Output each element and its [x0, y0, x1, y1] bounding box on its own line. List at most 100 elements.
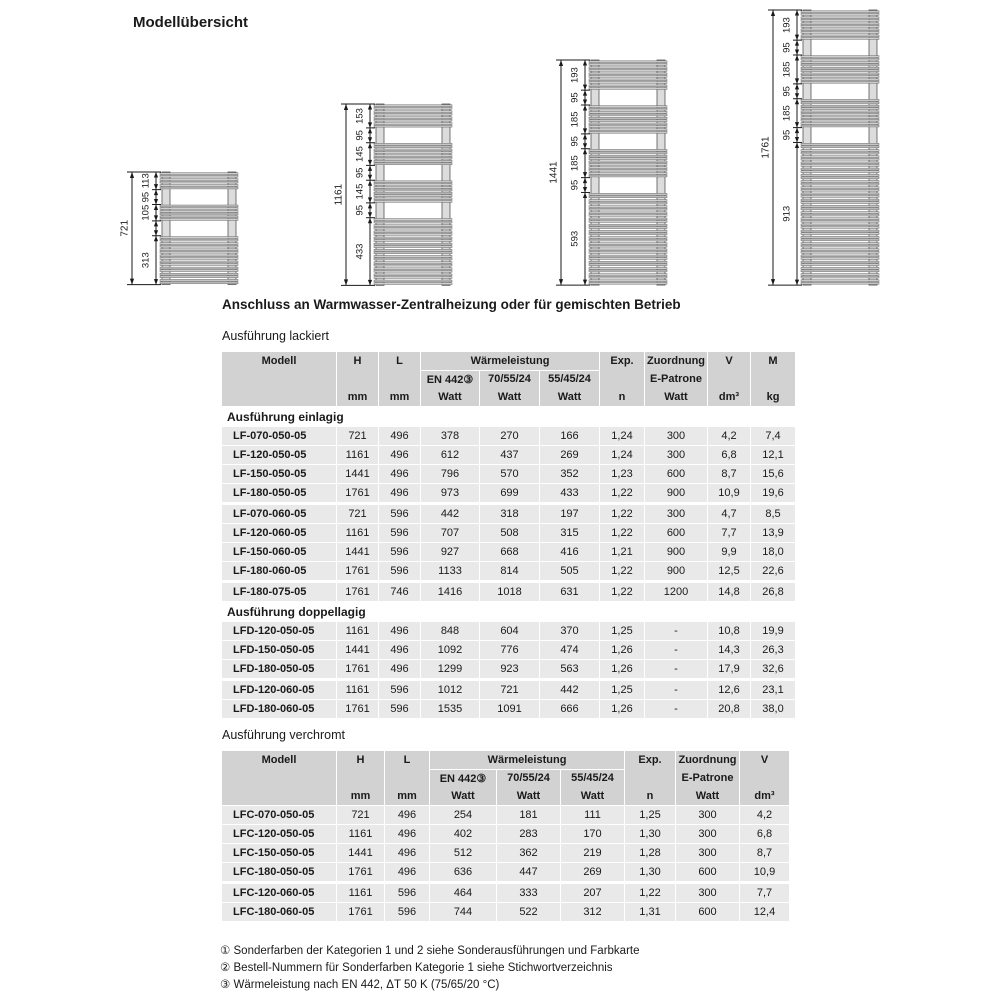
segment-dimension-label: 95 [569, 136, 580, 147]
value-cell: 666 [540, 700, 599, 718]
value-cell: 496 [379, 484, 420, 502]
value-cell: 600 [645, 465, 707, 483]
table-row: LFC-150-050-05 1441 496 512 362 219 1,28 300 8,7 [222, 844, 790, 862]
value-cell: 721 [480, 681, 539, 699]
value-cell: 300 [676, 825, 739, 843]
value-cell: 604 [480, 622, 539, 640]
value-cell: 563 [540, 660, 599, 678]
model-cell: LFC-150-050-05 [222, 844, 336, 862]
value-cell: 1,31 [625, 903, 675, 921]
value-cell: 1761 [337, 700, 378, 718]
value-cell: 1,21 [600, 543, 644, 561]
segment-dimension-label: 185 [781, 62, 792, 78]
value-cell: 1761 [337, 903, 384, 921]
value-cell: 522 [497, 903, 560, 921]
value-cell: 19,6 [751, 484, 795, 502]
radiator-drawing-1161: 153 95 145 95 145 95 433 1161 [334, 103, 453, 286]
value-cell: 1161 [337, 446, 378, 464]
value-cell: 612 [421, 446, 479, 464]
value-cell: 254 [430, 806, 496, 824]
value-cell: 20,8 [708, 700, 750, 718]
value-cell: 1299 [421, 660, 479, 678]
value-cell: 181 [497, 806, 560, 824]
radiator-body [373, 103, 453, 286]
value-cell: 927 [421, 543, 479, 561]
col-header-zuordnung: Zuordnung E-Patrone Watt [645, 352, 707, 406]
radiator-drawing-1441: 193 95 185 95 185 95 593 1441 [549, 59, 668, 286]
value-cell: 636 [430, 863, 496, 881]
value-cell: 1092 [421, 641, 479, 659]
value-cell: 13,9 [751, 524, 795, 542]
value-cell: 14,3 [708, 641, 750, 659]
value-cell: - [645, 660, 707, 678]
model-cell: LFC-180-060-05 [222, 903, 336, 921]
value-cell: 1441 [337, 465, 378, 483]
segment-dimension-label: 145 [354, 146, 365, 162]
value-cell: 300 [645, 446, 707, 464]
radiator-body [800, 9, 880, 286]
segment-dimension-label: 185 [569, 112, 580, 128]
value-cell: 207 [561, 884, 624, 902]
value-cell: 4,7 [708, 505, 750, 523]
segment-dimension-label: 193 [569, 67, 580, 83]
value-cell: 111 [561, 806, 624, 824]
col-header-modell: Modell [222, 751, 336, 805]
table-row: LF-070-060-05 721 596 442 318 197 1,22 300 4,7 8,… [222, 505, 796, 523]
col-group-waermeleistung: Wärmeleistung EN 442③ Watt 70/55/24 Watt 5… [421, 352, 599, 406]
table-row: LFD-180-060-05 1761 596 1535 1091 666 1,26-20,… [222, 700, 796, 718]
value-cell: 464 [430, 884, 496, 902]
value-cell: - [645, 700, 707, 718]
value-cell: 1,22 [600, 562, 644, 580]
value-cell: 442 [540, 681, 599, 699]
value-cell: 1,30 [625, 863, 675, 881]
value-cell: 333 [497, 884, 560, 902]
table-row: LF-120-050-05 1161 496 612 437 269 1,24 300 6,8 1… [222, 446, 796, 464]
value-cell: 32,6 [751, 660, 795, 678]
value-cell: 596 [379, 681, 420, 699]
value-cell: 496 [385, 844, 429, 862]
model-cell: LFD-150-050-05 [222, 641, 336, 659]
value-cell: - [645, 641, 707, 659]
radiator-drawing-721: 113 95 105 313 721 [120, 171, 239, 286]
value-cell: 9,9 [708, 543, 750, 561]
value-cell: 505 [540, 562, 599, 580]
value-cell: 10,9 [708, 484, 750, 502]
table-row: LF-150-060-05 1441 596 927 668 416 1,21 900 9,9 1… [222, 543, 796, 561]
total-dimension-label: 1161 [334, 183, 345, 205]
radiator-diagram-1161: 153 95 145 95 145 95 433 1161 [330, 100, 458, 295]
value-cell: 1,22 [600, 484, 644, 502]
value-cell: 219 [561, 844, 624, 862]
dimension-chain [341, 103, 375, 286]
segment-dimension-label: 105 [140, 205, 151, 221]
table-row: LF-180-075-05 1761 746 1416 1018 631 1,22 1200 1… [222, 583, 796, 601]
radiator-body [588, 59, 668, 286]
value-cell: 8,7 [740, 844, 789, 862]
section-label-einlagig: Ausführung einlagig [227, 410, 344, 424]
value-cell: 4,2 [740, 806, 789, 824]
value-cell: 600 [645, 524, 707, 542]
col-group-waermeleistung: Wärmeleistung EN 442③ Watt 70/55/24 Watt 5… [430, 751, 624, 805]
value-cell: 1161 [337, 622, 378, 640]
value-cell: 1,26 [600, 641, 644, 659]
value-cell: 1441 [337, 543, 378, 561]
value-cell: 1,25 [600, 681, 644, 699]
value-cell: 1761 [337, 562, 378, 580]
model-cell: LFD-120-050-05 [222, 622, 336, 640]
col-header-exp: Exp. n [600, 352, 644, 406]
value-cell: 1,22 [600, 505, 644, 523]
value-cell: 447 [497, 863, 560, 881]
value-cell: 496 [379, 465, 420, 483]
value-cell: 474 [540, 641, 599, 659]
table-row: LFD-180-050-05 1761 496 1299 923 563 1,26-17,9… [222, 660, 796, 678]
segment-dimension-label: 95 [781, 86, 792, 97]
model-cell: LFD-180-060-05 [222, 700, 336, 718]
value-cell: 10,9 [740, 863, 789, 881]
value-cell: 312 [561, 903, 624, 921]
value-cell: 10,8 [708, 622, 750, 640]
radiator-diagram-721: 113 95 105 313 721 [116, 168, 244, 294]
table-row: LF-180-060-05 1761 596 1133 814 505 1,22 900 12,… [222, 562, 796, 580]
